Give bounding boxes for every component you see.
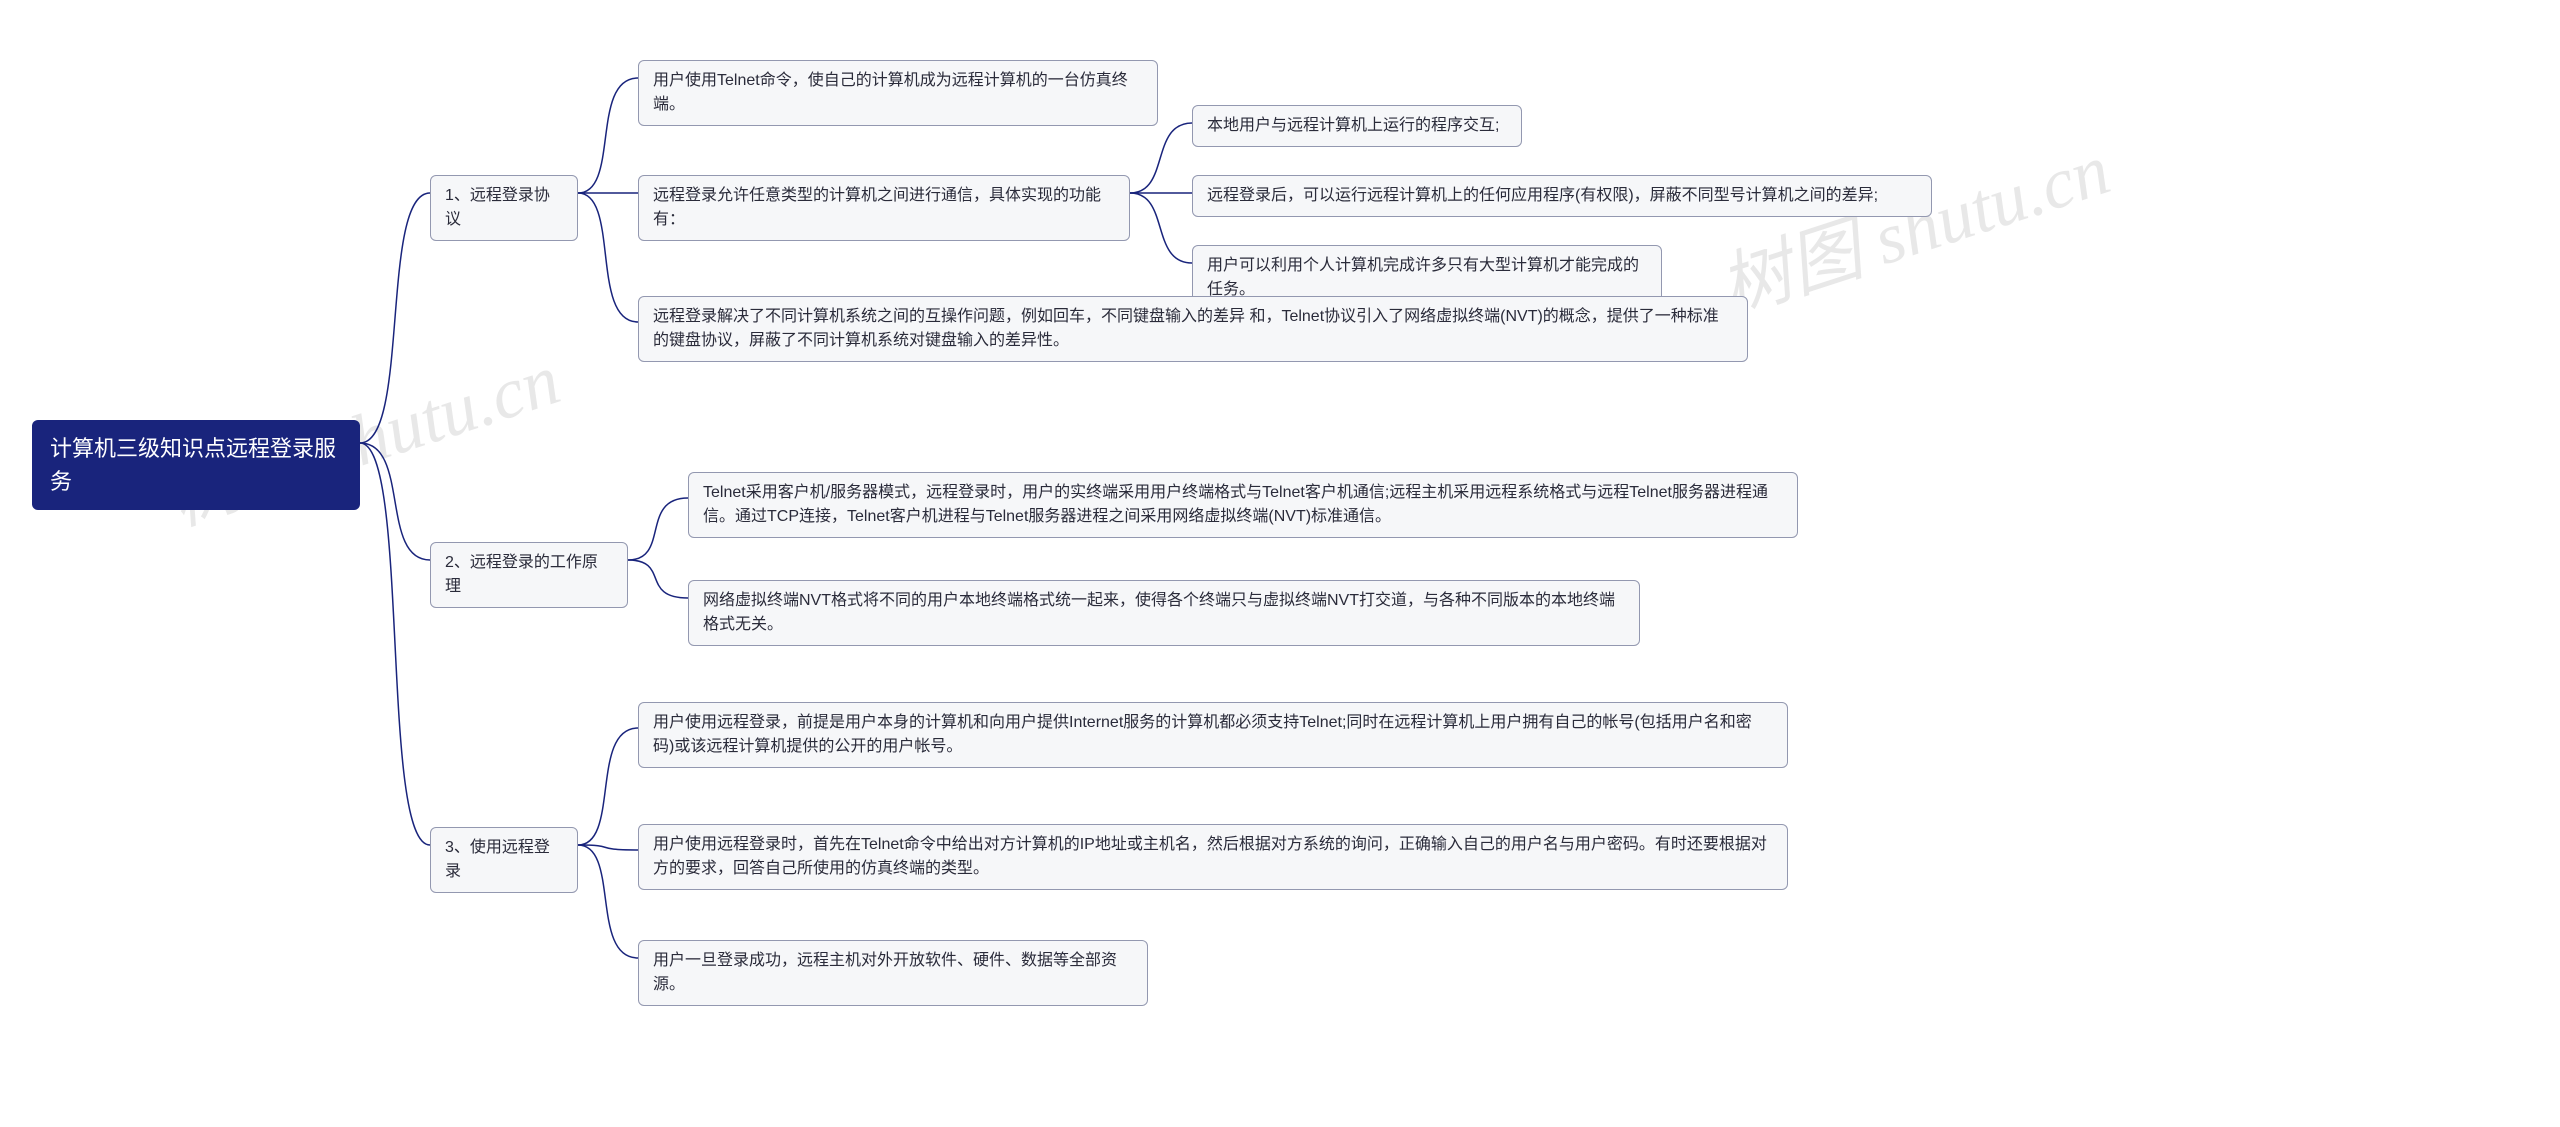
leaf-1-2-label: 远程登录允许任意类型的计算机之间进行通信，具体实现的功能有： — [653, 184, 1115, 232]
leaf-3-3-label: 用户一旦登录成功，远程主机对外开放软件、硬件、数据等全部资源。 — [653, 949, 1133, 997]
leaf-1-2-2: 远程登录后，可以运行远程计算机上的任何应用程序(有权限)，屏蔽不同型号计算机之间… — [1192, 175, 1932, 217]
leaf-1-2-2-label: 远程登录后，可以运行远程计算机上的任何应用程序(有权限)，屏蔽不同型号计算机之间… — [1207, 184, 1878, 208]
connectors-layer — [0, 0, 2560, 1127]
leaf-3-1: 用户使用远程登录，前提是用户本身的计算机和向用户提供Internet服务的计算机… — [638, 702, 1788, 768]
leaf-2-2: 网络虚拟终端NVT格式将不同的用户本地终端格式统一起来，使得各个终端只与虚拟终端… — [688, 580, 1640, 646]
leaf-2-1-label: Telnet采用客户机/服务器模式，远程登录时，用户的实终端采用用户终端格式与T… — [703, 481, 1783, 529]
section-1: 1、远程登录协议 — [430, 175, 578, 241]
root-label: 计算机三级知识点远程登录服务 — [50, 432, 342, 498]
section-3: 3、使用远程登录 — [430, 827, 578, 893]
leaf-1-1-label: 用户使用Telnet命令，使自己的计算机成为远程计算机的一台仿真终端。 — [653, 69, 1143, 117]
section-1-label: 1、远程登录协议 — [445, 184, 563, 232]
leaf-1-3: 远程登录解决了不同计算机系统之间的互操作问题，例如回车，不同键盘输入的差异 和，… — [638, 296, 1748, 362]
leaf-1-3-label: 远程登录解决了不同计算机系统之间的互操作问题，例如回车，不同键盘输入的差异 和，… — [653, 305, 1733, 353]
leaf-1-2-1: 本地用户与远程计算机上运行的程序交互; — [1192, 105, 1522, 147]
leaf-3-2-label: 用户使用远程登录时，首先在Telnet命令中给出对方计算机的IP地址或主机名，然… — [653, 833, 1773, 881]
section-3-label: 3、使用远程登录 — [445, 836, 563, 884]
section-2-label: 2、远程登录的工作原理 — [445, 551, 613, 599]
watermark: 树图 shutu.cn — [1704, 110, 2121, 335]
leaf-2-2-label: 网络虚拟终端NVT格式将不同的用户本地终端格式统一起来，使得各个终端只与虚拟终端… — [703, 589, 1625, 637]
leaf-3-2: 用户使用远程登录时，首先在Telnet命令中给出对方计算机的IP地址或主机名，然… — [638, 824, 1788, 890]
leaf-1-2-1-label: 本地用户与远程计算机上运行的程序交互; — [1207, 114, 1499, 138]
section-2: 2、远程登录的工作原理 — [430, 542, 628, 608]
leaf-3-1-label: 用户使用远程登录，前提是用户本身的计算机和向用户提供Internet服务的计算机… — [653, 711, 1773, 759]
mindmap-root: 计算机三级知识点远程登录服务 — [32, 420, 360, 510]
leaf-2-1: Telnet采用客户机/服务器模式，远程登录时，用户的实终端采用用户终端格式与T… — [688, 472, 1798, 538]
leaf-1-2-3-label: 用户可以利用个人计算机完成许多只有大型计算机才能完成的任务。 — [1207, 254, 1647, 302]
leaf-1-1: 用户使用Telnet命令，使自己的计算机成为远程计算机的一台仿真终端。 — [638, 60, 1158, 126]
leaf-3-3: 用户一旦登录成功，远程主机对外开放软件、硬件、数据等全部资源。 — [638, 940, 1148, 1006]
leaf-1-2: 远程登录允许任意类型的计算机之间进行通信，具体实现的功能有： — [638, 175, 1130, 241]
